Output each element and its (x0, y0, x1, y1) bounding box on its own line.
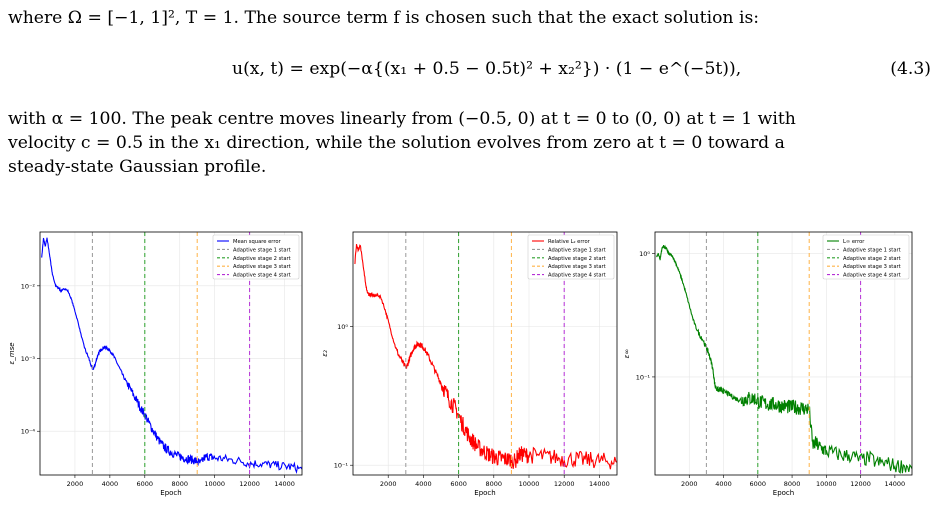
intro-line: where Ω = [−1, 1]², T = 1. The source te… (8, 8, 760, 28)
paragraph-line-2: velocity c = 0.5 in the x₁ direction, wh… (8, 133, 785, 153)
legend: Mean square error Adaptive stage 1 start A… (212, 234, 300, 280)
y-tick-label: 10⁰ (337, 323, 348, 331)
equation-body: u(x, t) = exp(−α{(x₁ + 0.5 − 0.5t)² + x₂… (232, 59, 742, 79)
series-line (41, 237, 302, 475)
x-tick-label: 8000 (486, 480, 503, 488)
x-tick-label: 8000 (171, 480, 188, 488)
axes-frame (654, 231, 913, 476)
x-tick-label: 6000 (450, 480, 467, 488)
x-tick-label: 10000 (204, 480, 225, 488)
x-tick-label: 12000 (239, 480, 260, 488)
x-tick-label: 10000 (816, 480, 837, 488)
y-tick-label: 10⁻¹ (636, 373, 651, 381)
x-tick-label: 14000 (274, 480, 295, 488)
legend-label: Adaptive stage 3 start (843, 264, 901, 270)
x-axis-label: Epoch (160, 489, 181, 497)
legend-label: Adaptive stage 4 start (233, 273, 291, 279)
legend-label: Adaptive stage 2 start (233, 256, 291, 262)
chart-panel-1: 2000 4000 6000 8000 10000 12000 14000 Epoch 10⁻²… (8, 231, 303, 497)
x-tick-label: 2000 (67, 480, 84, 488)
legend-label: Relative L₂ error (548, 239, 591, 245)
legend-label: Adaptive stage 4 start (548, 273, 606, 279)
x-tick-label: 8000 (784, 480, 801, 488)
x-tick-label: 2000 (681, 480, 698, 488)
legend-label: Adaptive stage 1 start (233, 247, 291, 253)
x-tick-label: 14000 (589, 480, 610, 488)
axes-frame (352, 231, 618, 476)
y-tick-label: 10⁻⁴ (21, 428, 36, 436)
legend-label: Adaptive stage 2 start (548, 256, 606, 262)
y-axis-label: ε∞ (623, 349, 631, 359)
legend-label: Adaptive stage 1 start (548, 247, 606, 253)
legend-label: Adaptive stage 1 start (843, 247, 901, 253)
y-axis-label: ε_mse (8, 342, 16, 364)
x-tick-label: 12000 (554, 480, 575, 488)
legend-label: L∞ error (843, 239, 865, 245)
legend: L∞ error Adaptive stage 1 start Adaptive s… (822, 234, 910, 280)
series-line (656, 244, 912, 474)
x-axis-label: Epoch (773, 489, 794, 497)
y-tick-label: 10⁻² (21, 282, 36, 290)
y-axis-label: ε₂ (321, 350, 329, 357)
y-tick-label: 10⁰ (639, 250, 650, 258)
axes-frame (39, 231, 303, 476)
legend-label: Adaptive stage 3 start (548, 264, 606, 270)
paragraph-line-3: steady-state Gaussian profile. (8, 157, 267, 177)
x-tick-label: 4000 (102, 480, 119, 488)
legend-label: Adaptive stage 4 start (843, 273, 901, 279)
legend: Relative L₂ error Adaptive stage 1 start A… (527, 234, 615, 280)
paragraph-line-1: with α = 100. The peak centre moves line… (8, 109, 796, 129)
figure-plots: 2000 4000 6000 8000 10000 12000 14000 Epoch 10⁻²… (8, 231, 913, 497)
y-tick-label: 10⁻¹ (334, 462, 349, 470)
chart-panel-2: 2000 4000 6000 8000 10000 12000 14000 Epoch 10⁰ 1… (321, 231, 618, 497)
x-tick-label: 10000 (519, 480, 540, 488)
x-axis-label: Epoch (474, 489, 495, 497)
x-tick-label: 14000 (885, 480, 906, 488)
y-tick-label: 10⁻³ (21, 355, 36, 363)
x-tick-label: 6000 (750, 480, 767, 488)
x-tick-label: 2000 (380, 480, 397, 488)
legend-label: Adaptive stage 2 start (843, 256, 901, 262)
x-tick-label: 6000 (137, 480, 154, 488)
equation: u(x, t) = exp(−α{(x₁ + 0.5 − 0.5t)² + x₂… (0, 59, 937, 85)
legend-label: Adaptive stage 3 start (233, 264, 291, 270)
x-tick-label: 12000 (850, 480, 871, 488)
x-tick-label: 4000 (715, 480, 732, 488)
chart-panel-3: 2000 4000 6000 8000 10000 12000 14000 Epoch 10⁰ 1… (623, 231, 913, 497)
equation-number: (4.3) (890, 59, 931, 79)
x-tick-label: 4000 (415, 480, 432, 488)
legend-label: Mean square error (233, 239, 282, 245)
series-line (354, 243, 617, 470)
